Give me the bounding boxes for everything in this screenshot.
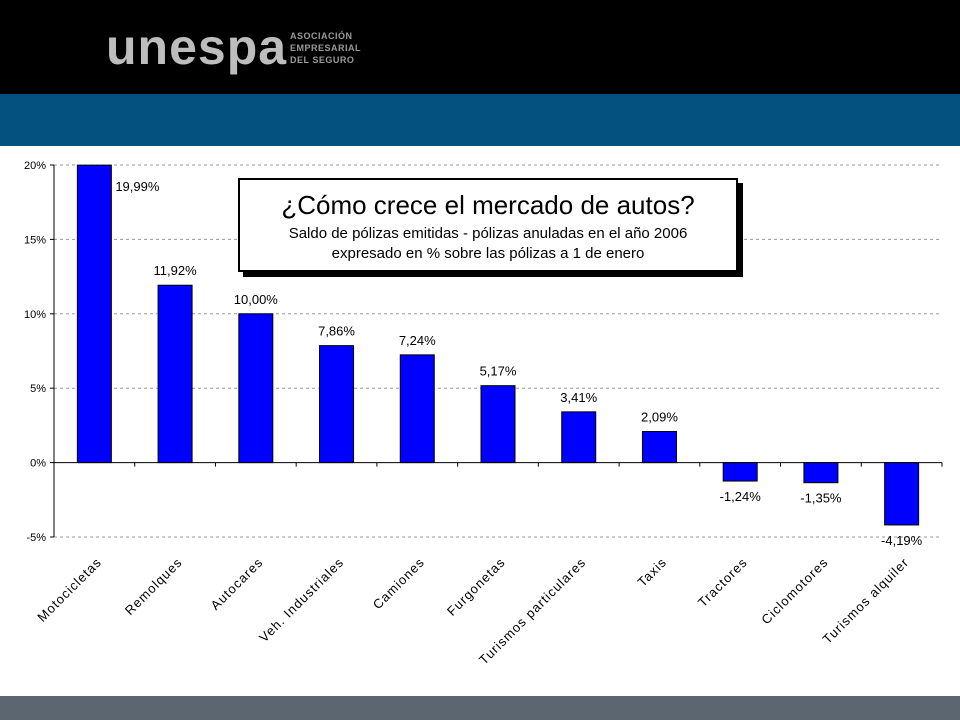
data-label: 7,86%	[318, 324, 355, 339]
bar	[480, 385, 516, 464]
bar	[319, 345, 355, 464]
category-label: Motocicletas	[34, 555, 104, 625]
y-tick-label: 20%	[24, 160, 46, 172]
category-label: Remolques	[122, 555, 185, 618]
data-label: 11,92%	[154, 263, 198, 278]
bar	[238, 313, 274, 464]
header-bar: unespa ASOCIACIÓN EMPRESARIAL DEL SEGURO	[0, 0, 960, 94]
bar	[399, 354, 435, 464]
bar	[561, 411, 597, 464]
bar	[884, 462, 920, 526]
category-label: Tractores	[695, 555, 750, 610]
chart-title: ¿Cómo crece el mercado de autos?	[281, 190, 695, 220]
y-tick-label: 10%	[24, 309, 46, 321]
bar	[641, 431, 677, 464]
category-label: Turismos alquiler	[819, 555, 911, 647]
logo-line-1: ASOCIACIÓN	[290, 31, 353, 41]
data-label: 3,41%	[560, 390, 597, 405]
bar	[722, 462, 758, 482]
category-label: Veh. Industriales	[256, 555, 347, 646]
data-label: 19,99%	[115, 179, 160, 194]
bar	[803, 462, 839, 484]
y-tick-label: 5%	[30, 383, 46, 395]
bar-chart: 20% 15% 10% 5% 0% -5% 19,99% Motocicletas 11,92%…	[24, 160, 943, 667]
footer-bar	[0, 696, 960, 720]
bar	[76, 164, 112, 464]
data-label: 5,17%	[480, 364, 517, 379]
data-label: -1,24%	[720, 489, 762, 504]
data-label: -1,35%	[800, 491, 842, 506]
chart-title-box: ¿Cómo crece el mercado de autos? Saldo d…	[238, 178, 738, 272]
logo-line-2: EMPRESARIAL	[290, 43, 362, 53]
data-label: 7,24%	[399, 333, 436, 348]
category-label: Camiones	[370, 555, 428, 613]
data-label: 10,00%	[234, 292, 279, 307]
logo-subtitle: ASOCIACIÓN EMPRESARIAL DEL SEGURO	[290, 30, 361, 66]
chart-subtitle-1: Saldo de pólizas emitidas - pólizas anul…	[288, 225, 688, 242]
chart-subtitle-2: expresado en % sobre las pólizas a 1 de …	[331, 245, 645, 262]
y-tick-label: 15%	[24, 234, 46, 246]
logo-line-3: DEL SEGURO	[290, 55, 355, 65]
category-label: Taxis	[634, 555, 669, 590]
category-label: Autocares	[208, 555, 266, 613]
unespa-logo: unespa	[106, 19, 288, 75]
blue-band	[0, 94, 960, 146]
data-label: 2,09%	[641, 410, 678, 425]
data-label: -4,19%	[881, 533, 923, 548]
y-tick-label: 0%	[30, 458, 46, 470]
y-tick-label: -5%	[26, 532, 46, 544]
category-label: Ciclomotores	[758, 555, 831, 628]
bar	[157, 284, 193, 464]
category-label: Furgonetas	[444, 555, 508, 619]
